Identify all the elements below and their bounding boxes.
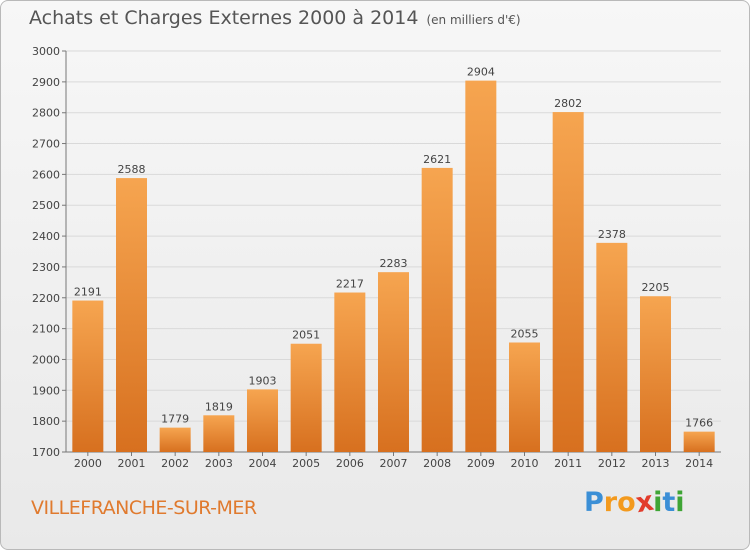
y-tick-label: 2000 (32, 353, 60, 366)
x-tick-label: 2008 (423, 457, 451, 470)
data-label: 1766 (685, 417, 713, 430)
title-text: Achats et Charges Externes 2000 à 2014 (29, 7, 419, 29)
axes: 1700 1800 1900 2000 2100 2200 2300 2400 2500 2600… (32, 45, 721, 470)
bar (421, 167, 453, 452)
y-tick-label: 2100 (32, 323, 60, 336)
logo-letter: o (617, 487, 636, 518)
bar-chart: 1700 1800 1900 2000 2100 2200 2300 2400 2500 2600… (32, 45, 721, 470)
data-label: 2802 (554, 97, 582, 110)
data-label: 2378 (598, 228, 626, 241)
y-tick-label: 2300 (32, 261, 60, 274)
data-label: 1819 (205, 400, 233, 413)
x-tick-label: 2000 (74, 457, 102, 470)
chart-subtitle: (en milliers d'€) (426, 13, 521, 27)
x-tick-label: 2002 (161, 457, 189, 470)
data-label: 2283 (380, 257, 408, 270)
x-tick-label: 2010 (511, 457, 539, 470)
bar (159, 427, 191, 452)
data-label: 2055 (511, 327, 539, 340)
bar (334, 292, 366, 452)
data-label: 2904 (467, 66, 495, 79)
x-tick-label: 2011 (554, 457, 582, 470)
logo-letter: t (662, 487, 676, 518)
logo-letter: P (584, 487, 604, 518)
data-label: 2588 (118, 163, 146, 176)
x-tick-label: 2005 (292, 457, 320, 470)
y-tick-label: 2900 (32, 76, 60, 89)
bar (203, 415, 235, 452)
bar (640, 296, 671, 452)
x-tick-label: 2009 (467, 457, 495, 470)
y-tick-label: 1900 (32, 384, 60, 397)
logo-letter: i (675, 487, 685, 518)
data-label: 2621 (423, 153, 451, 166)
x-tick-label: 2007 (380, 457, 408, 470)
y-tick-label: 1700 (32, 446, 60, 459)
bars (72, 80, 715, 453)
bar (683, 431, 715, 452)
y-tick-label: 2400 (32, 230, 60, 243)
y-tick-label: 2200 (32, 292, 60, 305)
bar (378, 272, 409, 452)
bar (247, 389, 278, 452)
y-tick-label: 2600 (32, 168, 60, 181)
location-name: VILLEFRANCHE-SUR-MER (31, 497, 257, 519)
x-tick-label: 2012 (598, 457, 626, 470)
data-label: 2051 (292, 329, 320, 342)
y-tick-label: 3000 (32, 45, 60, 58)
data-label: 1903 (249, 374, 277, 387)
bar (290, 343, 322, 452)
y-tick-label: 2800 (32, 107, 60, 120)
logo-letter: i (653, 487, 663, 518)
x-tick-label: 2001 (118, 457, 146, 470)
data-labels: 2191 2588 1779 1819 1903 2051 2217 2283 2621 2904… (74, 66, 713, 430)
bar (552, 112, 584, 453)
proxiti-logo[interactable]: Proxiti (584, 486, 685, 520)
bar (465, 80, 497, 452)
bar (509, 342, 540, 452)
bar (596, 242, 628, 452)
x-tick-label: 2003 (205, 457, 233, 470)
x-tick-label: 2006 (336, 457, 364, 470)
y-tick-label: 1800 (32, 415, 60, 428)
y-tick-label: 2500 (32, 199, 60, 212)
chart-title: Achats et Charges Externes 2000 à 2014 (e… (29, 7, 521, 29)
x-tick-label: 2013 (642, 457, 670, 470)
bar (116, 178, 147, 452)
data-label: 1779 (161, 413, 189, 426)
x-tick-label: 2004 (249, 457, 277, 470)
data-label: 2191 (74, 286, 102, 299)
data-label: 2205 (642, 281, 670, 294)
x-tick-label: 2014 (685, 457, 713, 470)
logo-letter: r (603, 487, 618, 518)
data-label: 2217 (336, 278, 364, 291)
bar (72, 300, 104, 452)
y-tick-label: 2700 (32, 138, 60, 151)
